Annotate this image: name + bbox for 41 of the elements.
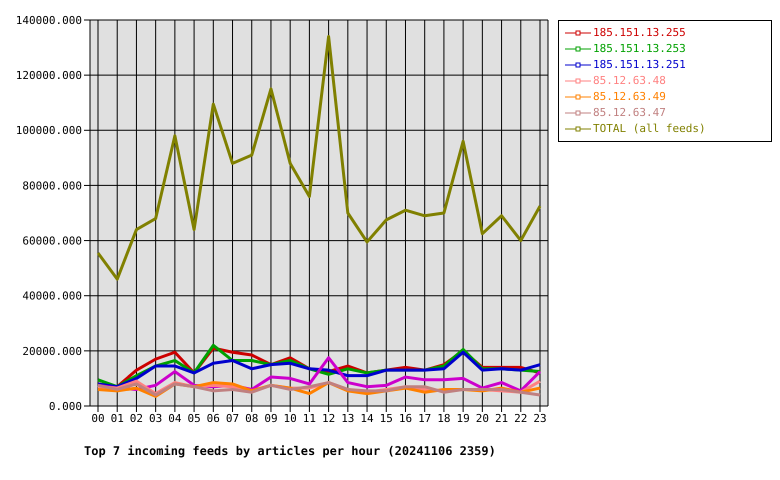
x-tick-label: 06 bbox=[206, 412, 220, 425]
x-tick-label: 01 bbox=[110, 412, 124, 425]
x-tick-label: 19 bbox=[456, 412, 470, 425]
x-tick-label: 10 bbox=[284, 412, 297, 425]
x-tick-label: 12 bbox=[322, 412, 336, 425]
y-tick-label: 60000.000 bbox=[22, 234, 82, 248]
x-tick-label: 20 bbox=[476, 412, 489, 425]
y-tick-label: 120000.000 bbox=[16, 69, 82, 82]
x-tick-label: 22 bbox=[514, 412, 528, 425]
x-tick-label: 15 bbox=[380, 412, 393, 425]
x-tick-label: 03 bbox=[149, 412, 162, 425]
x-tick-label: 18 bbox=[437, 412, 451, 425]
x-tick-label: 16 bbox=[398, 412, 412, 425]
x-tick-label: 02 bbox=[130, 412, 144, 425]
legend-label: 85.12.63.48 bbox=[593, 73, 666, 89]
x-tick-label: 11 bbox=[302, 412, 316, 425]
x-tick-label: 04 bbox=[168, 412, 182, 425]
y-tick-label: 40000.000 bbox=[22, 290, 82, 303]
x-tick-label: 17 bbox=[418, 412, 432, 425]
x-tick-label: 05 bbox=[187, 412, 201, 425]
y-tick-label: 0.000 bbox=[48, 400, 82, 413]
legend-label: 85.12.63.47 bbox=[593, 105, 666, 121]
legend-label: 185.151.13.253 bbox=[593, 41, 686, 57]
line-series bbox=[96, 35, 542, 281]
legend-label: 185.151.13.255 bbox=[593, 25, 686, 41]
y-tick-label: 100000.000 bbox=[16, 124, 82, 138]
legend-label: 85.12.63.49 bbox=[593, 89, 666, 105]
x-tick-label: 08 bbox=[245, 412, 258, 425]
y-tick-label: 20000.000 bbox=[22, 344, 82, 358]
x-tick-label: 13 bbox=[341, 412, 354, 425]
x-tick-label: 07 bbox=[226, 412, 240, 425]
x-tick-label: 14 bbox=[360, 412, 374, 425]
text: Top 7 incoming feeds by articles per hour (20241106 2359) bbox=[84, 444, 496, 458]
x-tick-label: 09 bbox=[264, 412, 278, 425]
y-tick-label: 140000.000 bbox=[16, 14, 82, 27]
legend-label: 185.151.13.251 bbox=[593, 57, 686, 73]
x-tick-label: 21 bbox=[494, 412, 508, 425]
x-tick-label: 00 bbox=[91, 412, 105, 425]
x-tick-label: 23 bbox=[533, 412, 547, 425]
y-tick-label: 80000.000 bbox=[22, 179, 82, 192]
legend-label: TOTAL (all feeds) bbox=[593, 121, 706, 137]
